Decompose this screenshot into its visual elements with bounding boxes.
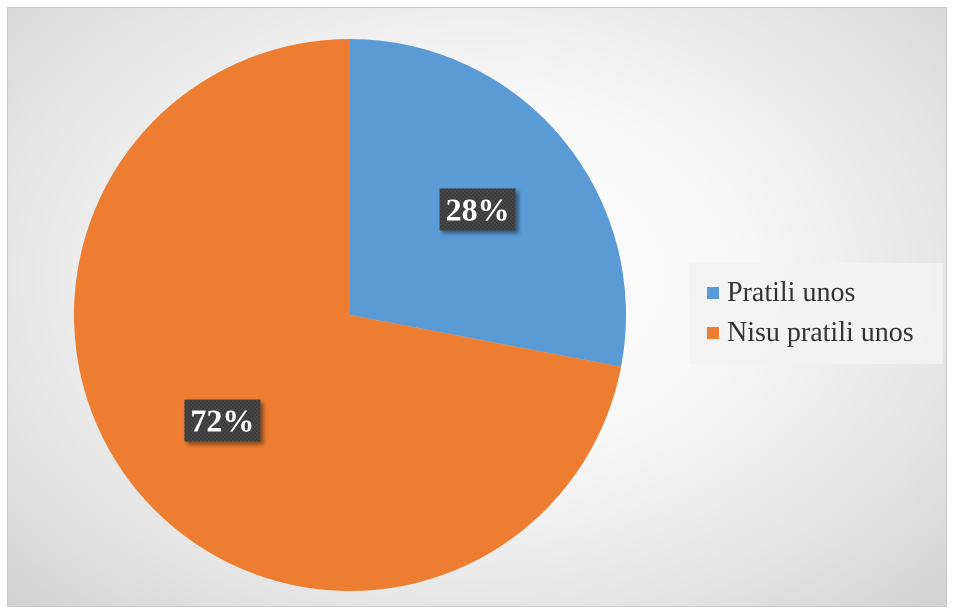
pie-chart: 28% 72% (74, 39, 626, 591)
data-label-box (439, 188, 516, 231)
data-label-text: 28% (446, 191, 510, 227)
legend-label: Pratili unos (727, 277, 856, 308)
legend-label: Nisu pratili unos (727, 317, 914, 348)
data-label: 72% (184, 399, 261, 442)
chart-legend: Pratili unos Nisu pratili unos (689, 263, 943, 364)
chart-area: 28% 72% Pratili unos Nisu pratili unos (7, 7, 947, 607)
legend-swatch (707, 327, 719, 339)
legend-item-nisu-pratili-unos: Nisu pratili unos (689, 313, 943, 353)
data-label-text: 72% (190, 403, 254, 439)
pie-slice-nisu-pratili-unos (74, 39, 622, 591)
legend-item-pratili-unos: Pratili unos (689, 273, 943, 313)
data-label: 28% (439, 188, 516, 231)
legend-swatch (707, 287, 719, 299)
data-label-box (184, 399, 261, 442)
